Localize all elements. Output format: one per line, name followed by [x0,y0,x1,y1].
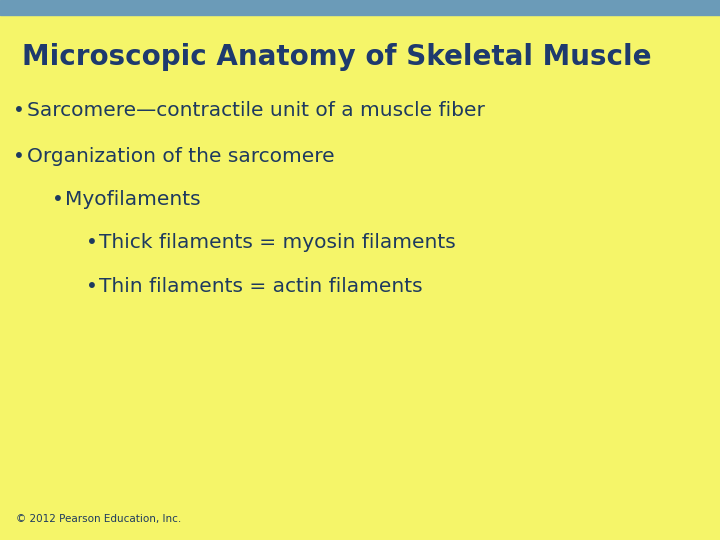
Text: •: • [86,276,98,296]
Text: Thin filaments = actin filaments: Thin filaments = actin filaments [99,276,423,296]
Text: •: • [13,147,24,166]
Text: Thick filaments = myosin filaments: Thick filaments = myosin filaments [99,233,456,253]
Text: Myofilaments: Myofilaments [65,190,200,210]
Text: •: • [86,233,98,253]
Text: Microscopic Anatomy of Skeletal Muscle: Microscopic Anatomy of Skeletal Muscle [22,43,651,71]
Text: •: • [52,190,63,210]
Text: •: • [13,101,24,120]
Text: © 2012 Pearson Education, Inc.: © 2012 Pearson Education, Inc. [16,514,181,524]
Text: Sarcomere—contractile unit of a muscle fiber: Sarcomere—contractile unit of a muscle f… [27,101,485,120]
Text: Organization of the sarcomere: Organization of the sarcomere [27,147,335,166]
